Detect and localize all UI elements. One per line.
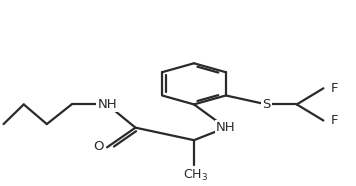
Text: NH: NH	[216, 121, 236, 134]
Text: CH$_3$: CH$_3$	[183, 168, 208, 183]
Text: F: F	[330, 114, 338, 127]
Text: NH: NH	[97, 98, 117, 111]
Text: F: F	[330, 82, 338, 95]
Text: S: S	[262, 98, 271, 111]
Text: O: O	[93, 140, 104, 153]
